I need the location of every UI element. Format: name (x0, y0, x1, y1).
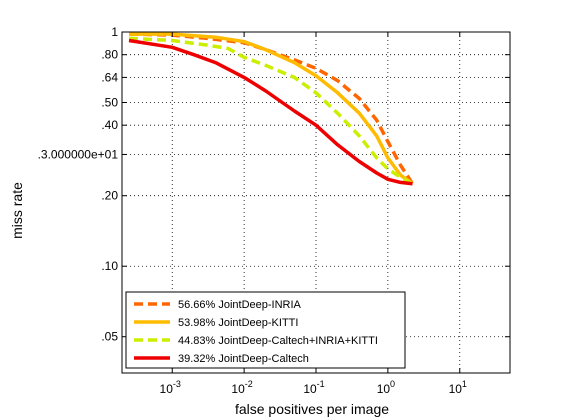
tick-labels: 10-3 10-2 10-1 100 1011.80.64.50.40.3.000000… (38, 25, 467, 396)
y-tick-label: .64 (101, 70, 118, 84)
x-tick-base: 10 (303, 382, 317, 396)
x-tick-base: 10 (449, 382, 463, 396)
legend-label-2: 53.98% JointDeep-KITTI (178, 317, 298, 329)
y-tick-label: 1 (111, 25, 118, 39)
x-tick-label: 101 (449, 379, 467, 396)
x-tick-base: 10 (377, 382, 391, 396)
x-tick-label: 10-2 (231, 379, 252, 396)
y-tick-label: .20 (101, 189, 118, 203)
x-tick-label: 10-3 (160, 379, 181, 396)
legend: 56.66% JointDeep-INRIA 53.98% JointDeep-K… (125, 291, 406, 369)
x-tick-exponent: 1 (462, 379, 467, 389)
tick-marks (122, 31, 510, 373)
series-line-2 (129, 32, 414, 186)
legend-label-3: 44.83% JointDeep-Caltech+INRIA+KITTI (178, 335, 378, 347)
x-tick-base: 10 (160, 382, 174, 396)
series-line-1 (128, 32, 414, 185)
legend-label-4: 39.32% JointDeep-Caltech (178, 353, 309, 365)
x-tick-label: 10-1 (303, 379, 324, 396)
series-line-3 (128, 36, 414, 186)
x-tick-exponent: -3 (173, 379, 181, 389)
x-tick-label: 100 (377, 379, 395, 396)
y-axis-label: miss rate (9, 182, 25, 239)
y-tick-label: .10 (101, 259, 118, 273)
y-tick-label: .40 (101, 118, 118, 132)
x-tick-exponent: -2 (245, 379, 253, 389)
y-tick-label: .05 (101, 330, 118, 344)
legend-label-1: 56.66% JointDeep-INRIA (178, 299, 302, 311)
y-tick-label: .80 (101, 48, 118, 62)
series-group (128, 32, 414, 186)
x-tick-exponent: 0 (390, 379, 395, 389)
x-tick-exponent: -1 (317, 379, 325, 389)
series-line-4 (128, 38, 413, 186)
x-tick-base: 10 (231, 382, 245, 396)
legend-box (125, 291, 406, 369)
y-tick-label: .3.000000e+01 (38, 147, 119, 161)
y-tick-label: .50 (101, 96, 118, 110)
x-axis-label: false positives per image (235, 401, 389, 417)
